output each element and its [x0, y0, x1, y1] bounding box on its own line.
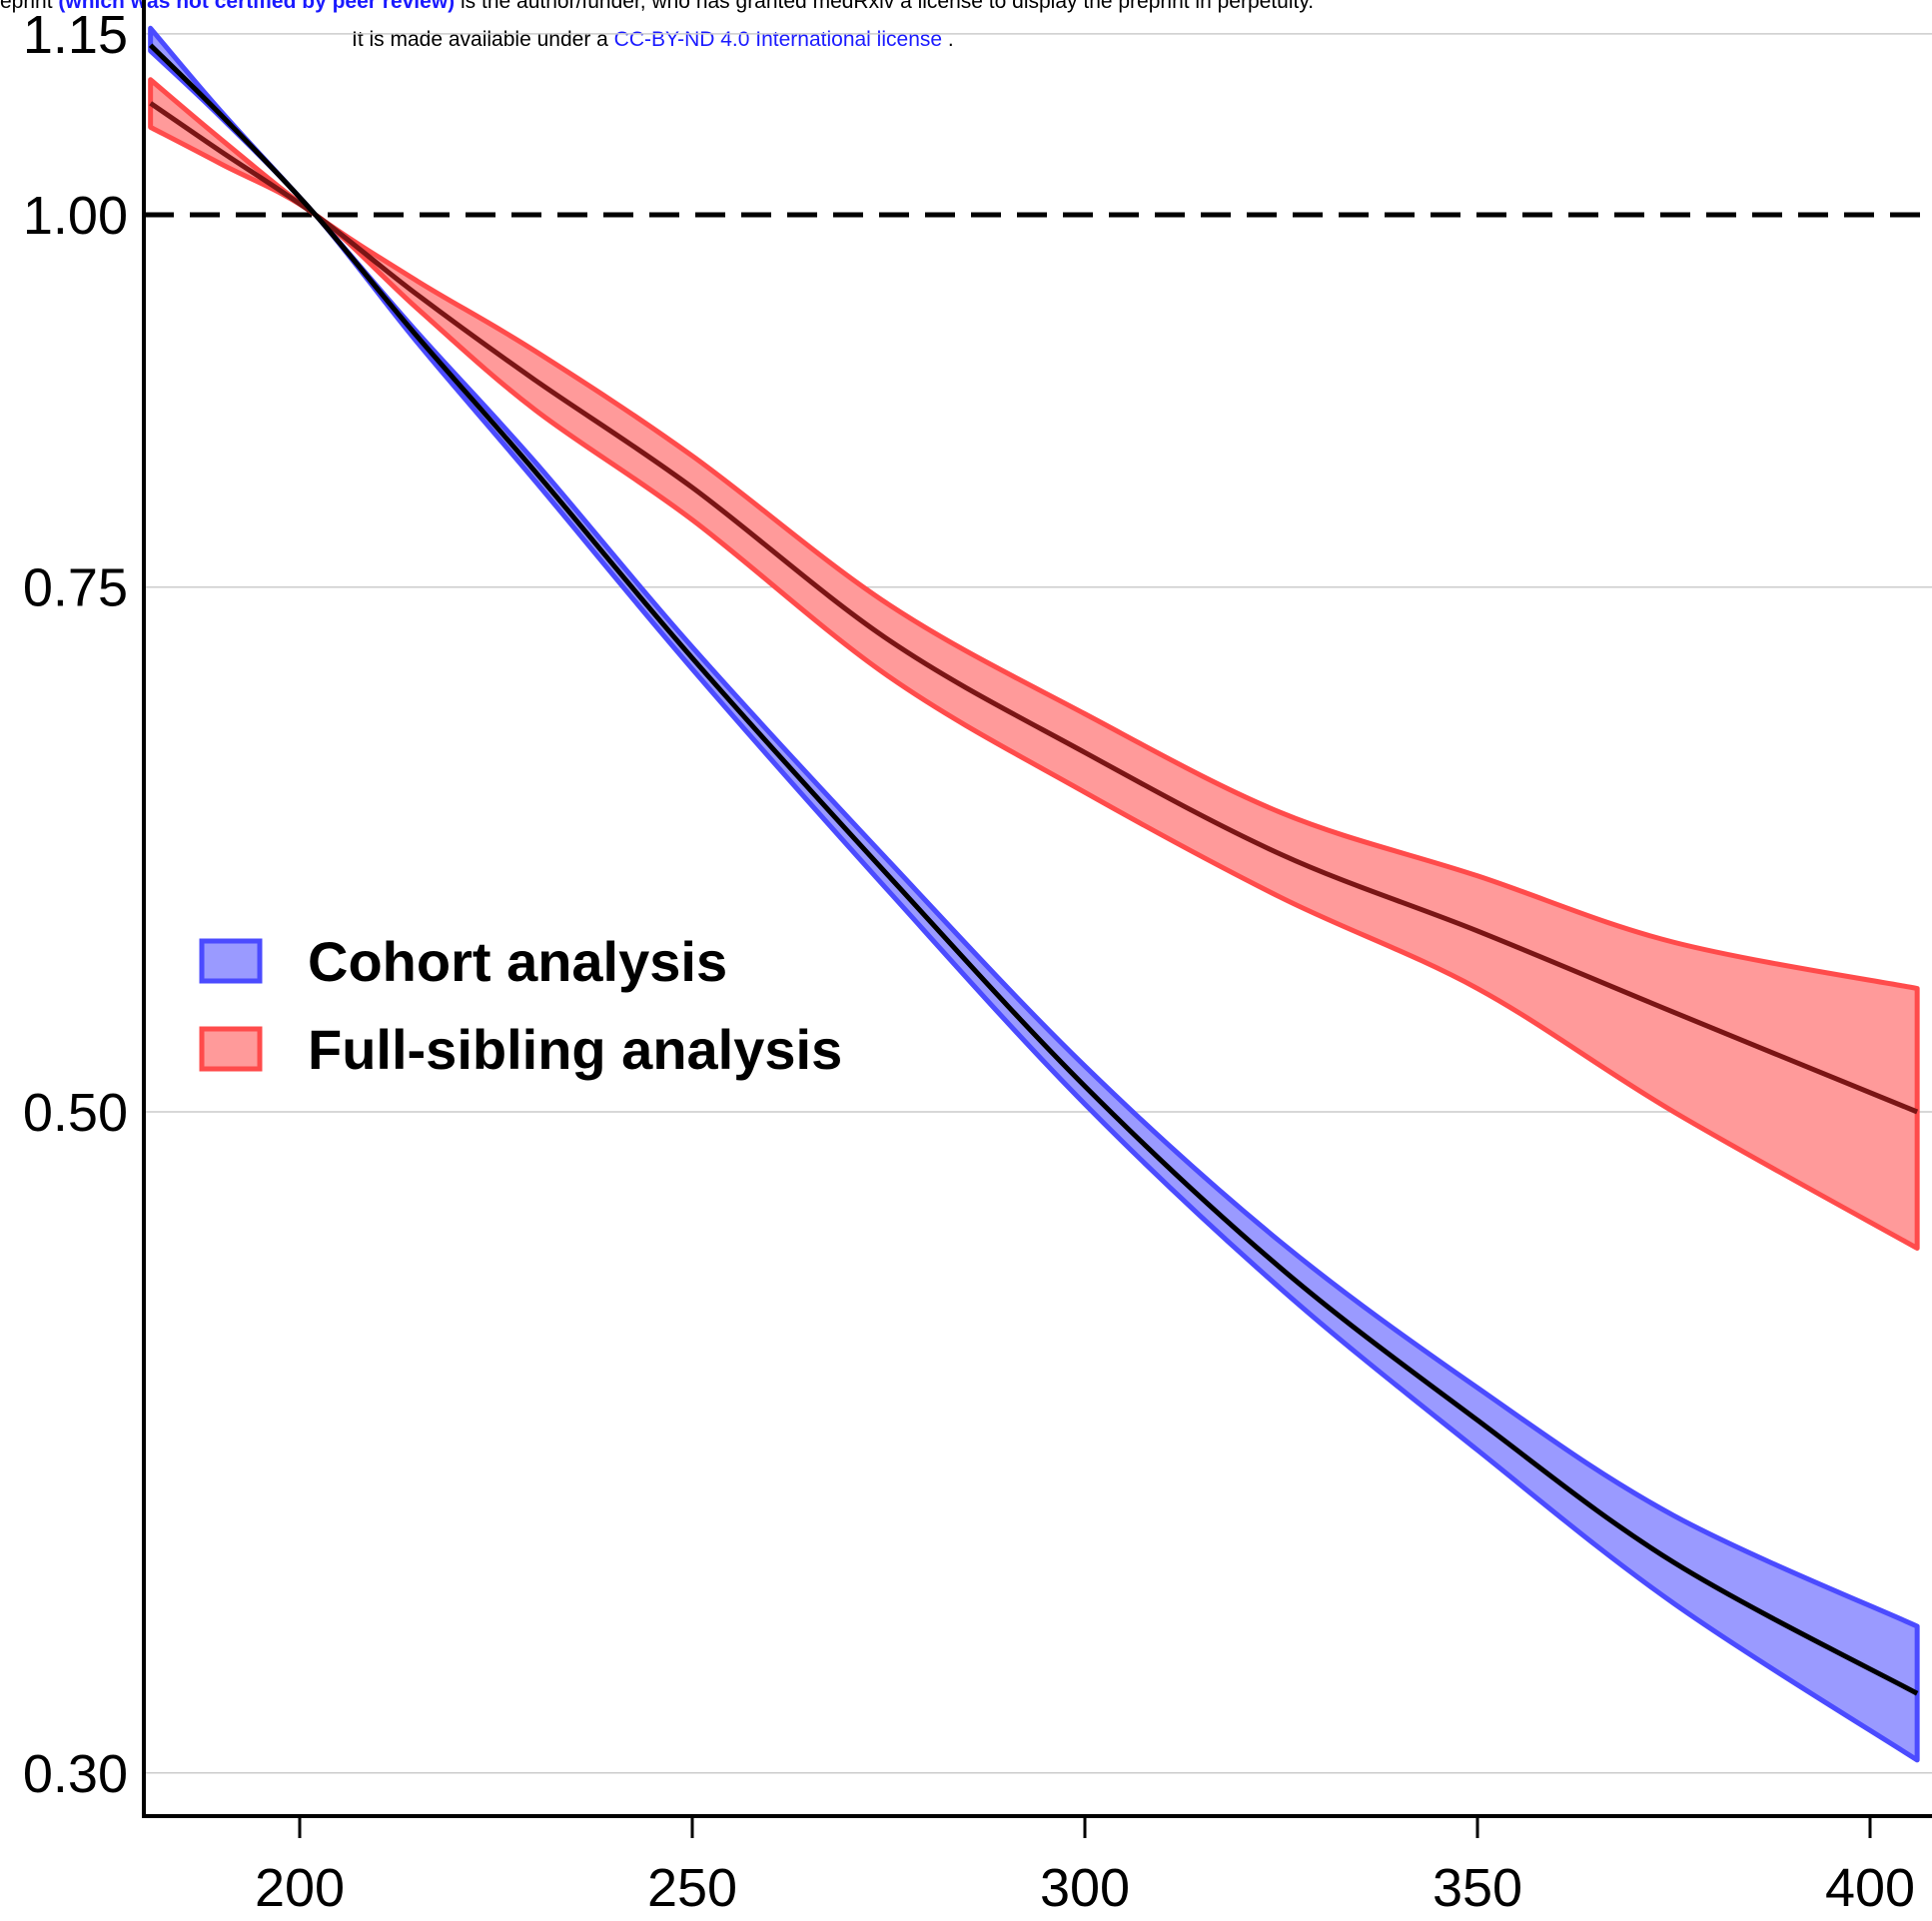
legend-label-cohort: Cohort analysis	[308, 930, 727, 993]
y-tick-label: 0.30	[23, 1744, 128, 1804]
x-tick-label: 300	[1040, 1858, 1130, 1918]
y-tick-label: 0.75	[23, 558, 128, 618]
legend-swatch-cohort	[199, 938, 263, 984]
legend-label-sibling: Full-sibling analysis	[308, 1018, 842, 1081]
legend-swatch-sibling	[199, 1026, 263, 1072]
x-tick-label: 200	[255, 1858, 345, 1918]
confidence-band-cohort	[148, 25, 1920, 1763]
gridlines	[144, 33, 1932, 1774]
y-tick-label: 1.15	[23, 5, 128, 65]
series-line-sibling	[149, 101, 1919, 1115]
axes: 0.30 0.50 0.75 1.00 1.15 200 250 300 350 400	[23, 0, 1932, 1918]
series-lines	[148, 43, 1919, 1696]
notice-suffix: is the author/funder, who has granted me…	[461, 0, 1315, 13]
x-tick-label: 350	[1433, 1858, 1522, 1918]
peer-review-link[interactable]: (which was not certified by peer review)	[58, 0, 456, 13]
confidence-bands	[148, 25, 1920, 1763]
x-tick-label: 250	[647, 1858, 737, 1918]
y-tick-label: 1.00	[23, 186, 128, 246]
x-tick-label: 400	[1825, 1858, 1915, 1918]
confidence-band-sibling	[148, 77, 1920, 1251]
license-suffix: .	[947, 28, 954, 51]
legend: Cohort analysis Full-sibling analysis	[199, 930, 842, 1081]
preprint-notice-line-1: eprint (which was not certified by peer …	[0, 0, 1932, 14]
notice-prefix: eprint	[0, 0, 53, 13]
series-line-cohort	[148, 43, 1919, 1696]
y-tick-label: 0.50	[23, 1083, 128, 1143]
